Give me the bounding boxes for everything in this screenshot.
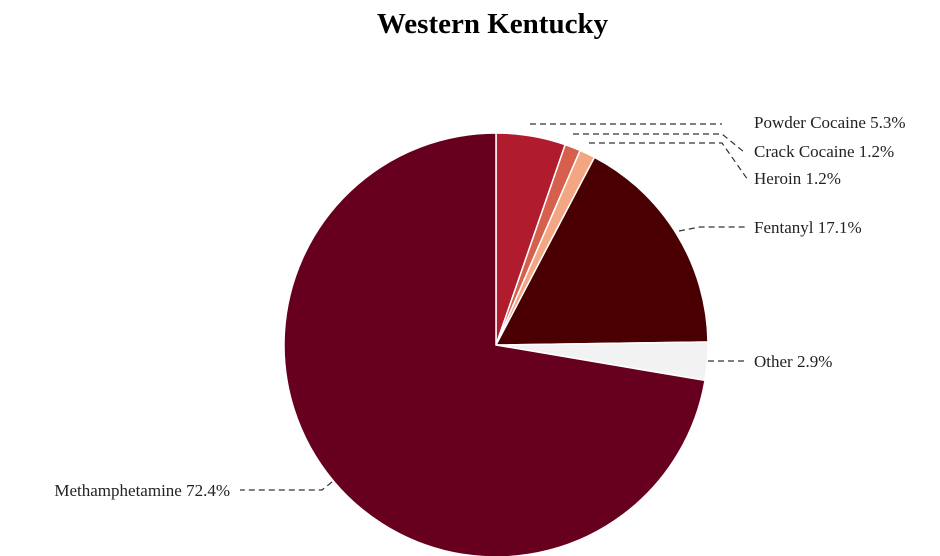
leader-lines xyxy=(240,123,749,491)
slice-label-other: Other 2.9% xyxy=(754,352,832,371)
leader-line-methamphetamine xyxy=(240,481,333,491)
pie-slices xyxy=(283,132,709,556)
leader-line-fentanyl xyxy=(678,226,746,232)
leader-line-crack-cocaine xyxy=(573,133,745,153)
slice-label-crack-cocaine: Crack Cocaine 1.2% xyxy=(754,142,894,161)
slice-label-heroin: Heroin 1.2% xyxy=(754,169,841,188)
slice-label-powder-cocaine: Powder Cocaine 5.3% xyxy=(754,113,906,132)
chart-title: Western Kentucky xyxy=(376,8,609,40)
slice-labels: Powder Cocaine 5.3% Crack Cocaine 1.2% Her… xyxy=(54,113,905,500)
slice-label-fentanyl: Fentanyl 17.1% xyxy=(754,218,862,237)
slice-label-methamphetamine: Methamphetamine 72.4% xyxy=(54,481,230,500)
leader-line-heroin xyxy=(589,142,749,181)
pie-slice-methamphetamine xyxy=(283,132,706,556)
pie-slice-fentanyl xyxy=(494,156,709,346)
